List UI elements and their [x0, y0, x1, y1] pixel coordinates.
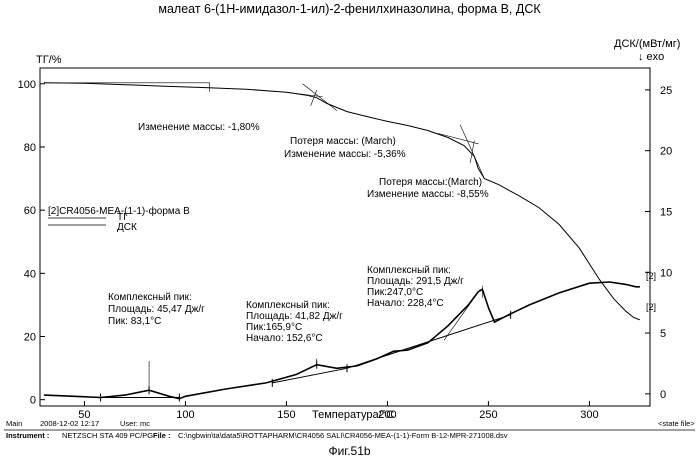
y-left-tick-label: 20 [24, 332, 36, 344]
exo-arrow: ↓ exo [638, 51, 664, 63]
curves [44, 83, 640, 399]
y-right-tick-label: 20 [660, 146, 672, 158]
dsc-baseline-2 [272, 368, 347, 383]
dsc-baseline-3 [347, 315, 511, 368]
footer-main-label: Main [6, 419, 22, 428]
y-right-tick-label: 0 [660, 389, 666, 401]
tg-tangent-2b [303, 84, 337, 111]
footer-file-label: File : [153, 431, 171, 440]
x-tick-label: 300 [580, 409, 598, 421]
footer-instrument-label: Instrument : [6, 431, 49, 440]
annotation-line: Площадь: 45,47 Дж/г [108, 304, 205, 315]
y-right-axis-label: ДСК/(мВт/мг) [614, 38, 680, 50]
dsc-onset-tangent-3 [444, 289, 480, 340]
y-left-tick-label: 0 [30, 395, 36, 407]
annotation-line: Начало: 228,4°C [367, 298, 444, 309]
curve-tag-dsc: [2] [646, 271, 656, 281]
figure-caption: Фиг.51b [0, 444, 699, 458]
annotation-tg2: Потеря массы: (March) Изменение массы: -… [284, 136, 406, 160]
y-left-axis-label: ТГ/% [36, 54, 62, 66]
y-left-tick-label: 80 [24, 142, 36, 154]
annotation-line: Пик:247,0°C [367, 287, 423, 298]
annotation-line: Потеря массы:(March) [379, 177, 482, 188]
curve-tag-tg: [2] [646, 302, 656, 312]
x-tick-label: 150 [277, 409, 295, 421]
annotation-line: Изменение массы: -8,55% [367, 189, 489, 200]
annotation-line: Потеря массы: (March) [290, 136, 396, 147]
plot-frame [40, 68, 650, 406]
y-left-tick-label: 40 [24, 268, 36, 280]
x-tick-label: 200 [378, 409, 396, 421]
tg-marker-3 [470, 141, 474, 163]
annotation-dsc1: Комплексный пик: Площадь: 45,47 Дж/г Пик… [108, 292, 205, 327]
analysis-guides [44, 83, 511, 402]
annotation-dsc3: Комплексный пик: Площадь: 291,5 Дж/г Пик… [367, 265, 464, 309]
footer-file: C:\ngbwin\ta\data5\ROTTAPHARM\CR4056 SAL… [178, 431, 508, 440]
tg-curve [44, 83, 640, 320]
y-left-tick-label: 100 [18, 79, 36, 91]
footer-instrument: NETZSCH STA 409 PC/PG [62, 431, 153, 440]
x-tick-label: 100 [176, 409, 194, 421]
legend: [2]CR4056-MEA-(1-1)-форма B ТГ ДСК [48, 205, 190, 233]
annotation-line: Площадь: 41,82 Дж/г [246, 311, 343, 322]
annotation-tg1: Изменение массы: -1,80% [138, 122, 260, 133]
y-right-tick-label: 5 [660, 328, 666, 340]
annotation-tg3: Потеря массы:(March) Изменение массы: -8… [367, 177, 489, 200]
y-left-tick-label: 60 [24, 205, 36, 217]
footer: Main 2008-12-02 12:17 User: mc <state fi… [4, 419, 695, 440]
axis-ticks: 501001502002503000204060801000510152025 [18, 79, 673, 421]
annotation-line: Изменение массы: -1,80% [138, 122, 260, 133]
annotation-line: Площадь: 291,5 Дж/г [367, 276, 464, 287]
legend-label-dsc: ДСК [117, 222, 137, 233]
tg-tangent-2a [286, 92, 322, 96]
y-right-tick-label: 10 [660, 267, 672, 279]
x-tick-label: 250 [479, 409, 497, 421]
y-right-tick-label: 25 [660, 85, 672, 97]
footer-datetime: 2008-12-02 12:17 [40, 419, 99, 428]
annotation-line: Пик: 83,1°C [108, 316, 161, 327]
footer-user: User: mc [120, 419, 150, 428]
annotation-dsc2: Комплексный пик: Площадь: 41,82 Дж/г Пик… [246, 300, 343, 344]
annotation-line: Комплексный пик: [367, 265, 451, 276]
footer-state-file: <state file> [658, 419, 695, 428]
annotation-line: Изменение массы: -5,36% [284, 149, 406, 160]
annotation-line: Комплексный пик: [108, 292, 192, 303]
annotation-line: Комплексный пик: [246, 300, 330, 311]
annotation-line: Пик:165,9°C [246, 322, 302, 333]
y-right-tick-label: 15 [660, 206, 672, 218]
annotation-line: Начало: 152,6°C [246, 333, 323, 344]
